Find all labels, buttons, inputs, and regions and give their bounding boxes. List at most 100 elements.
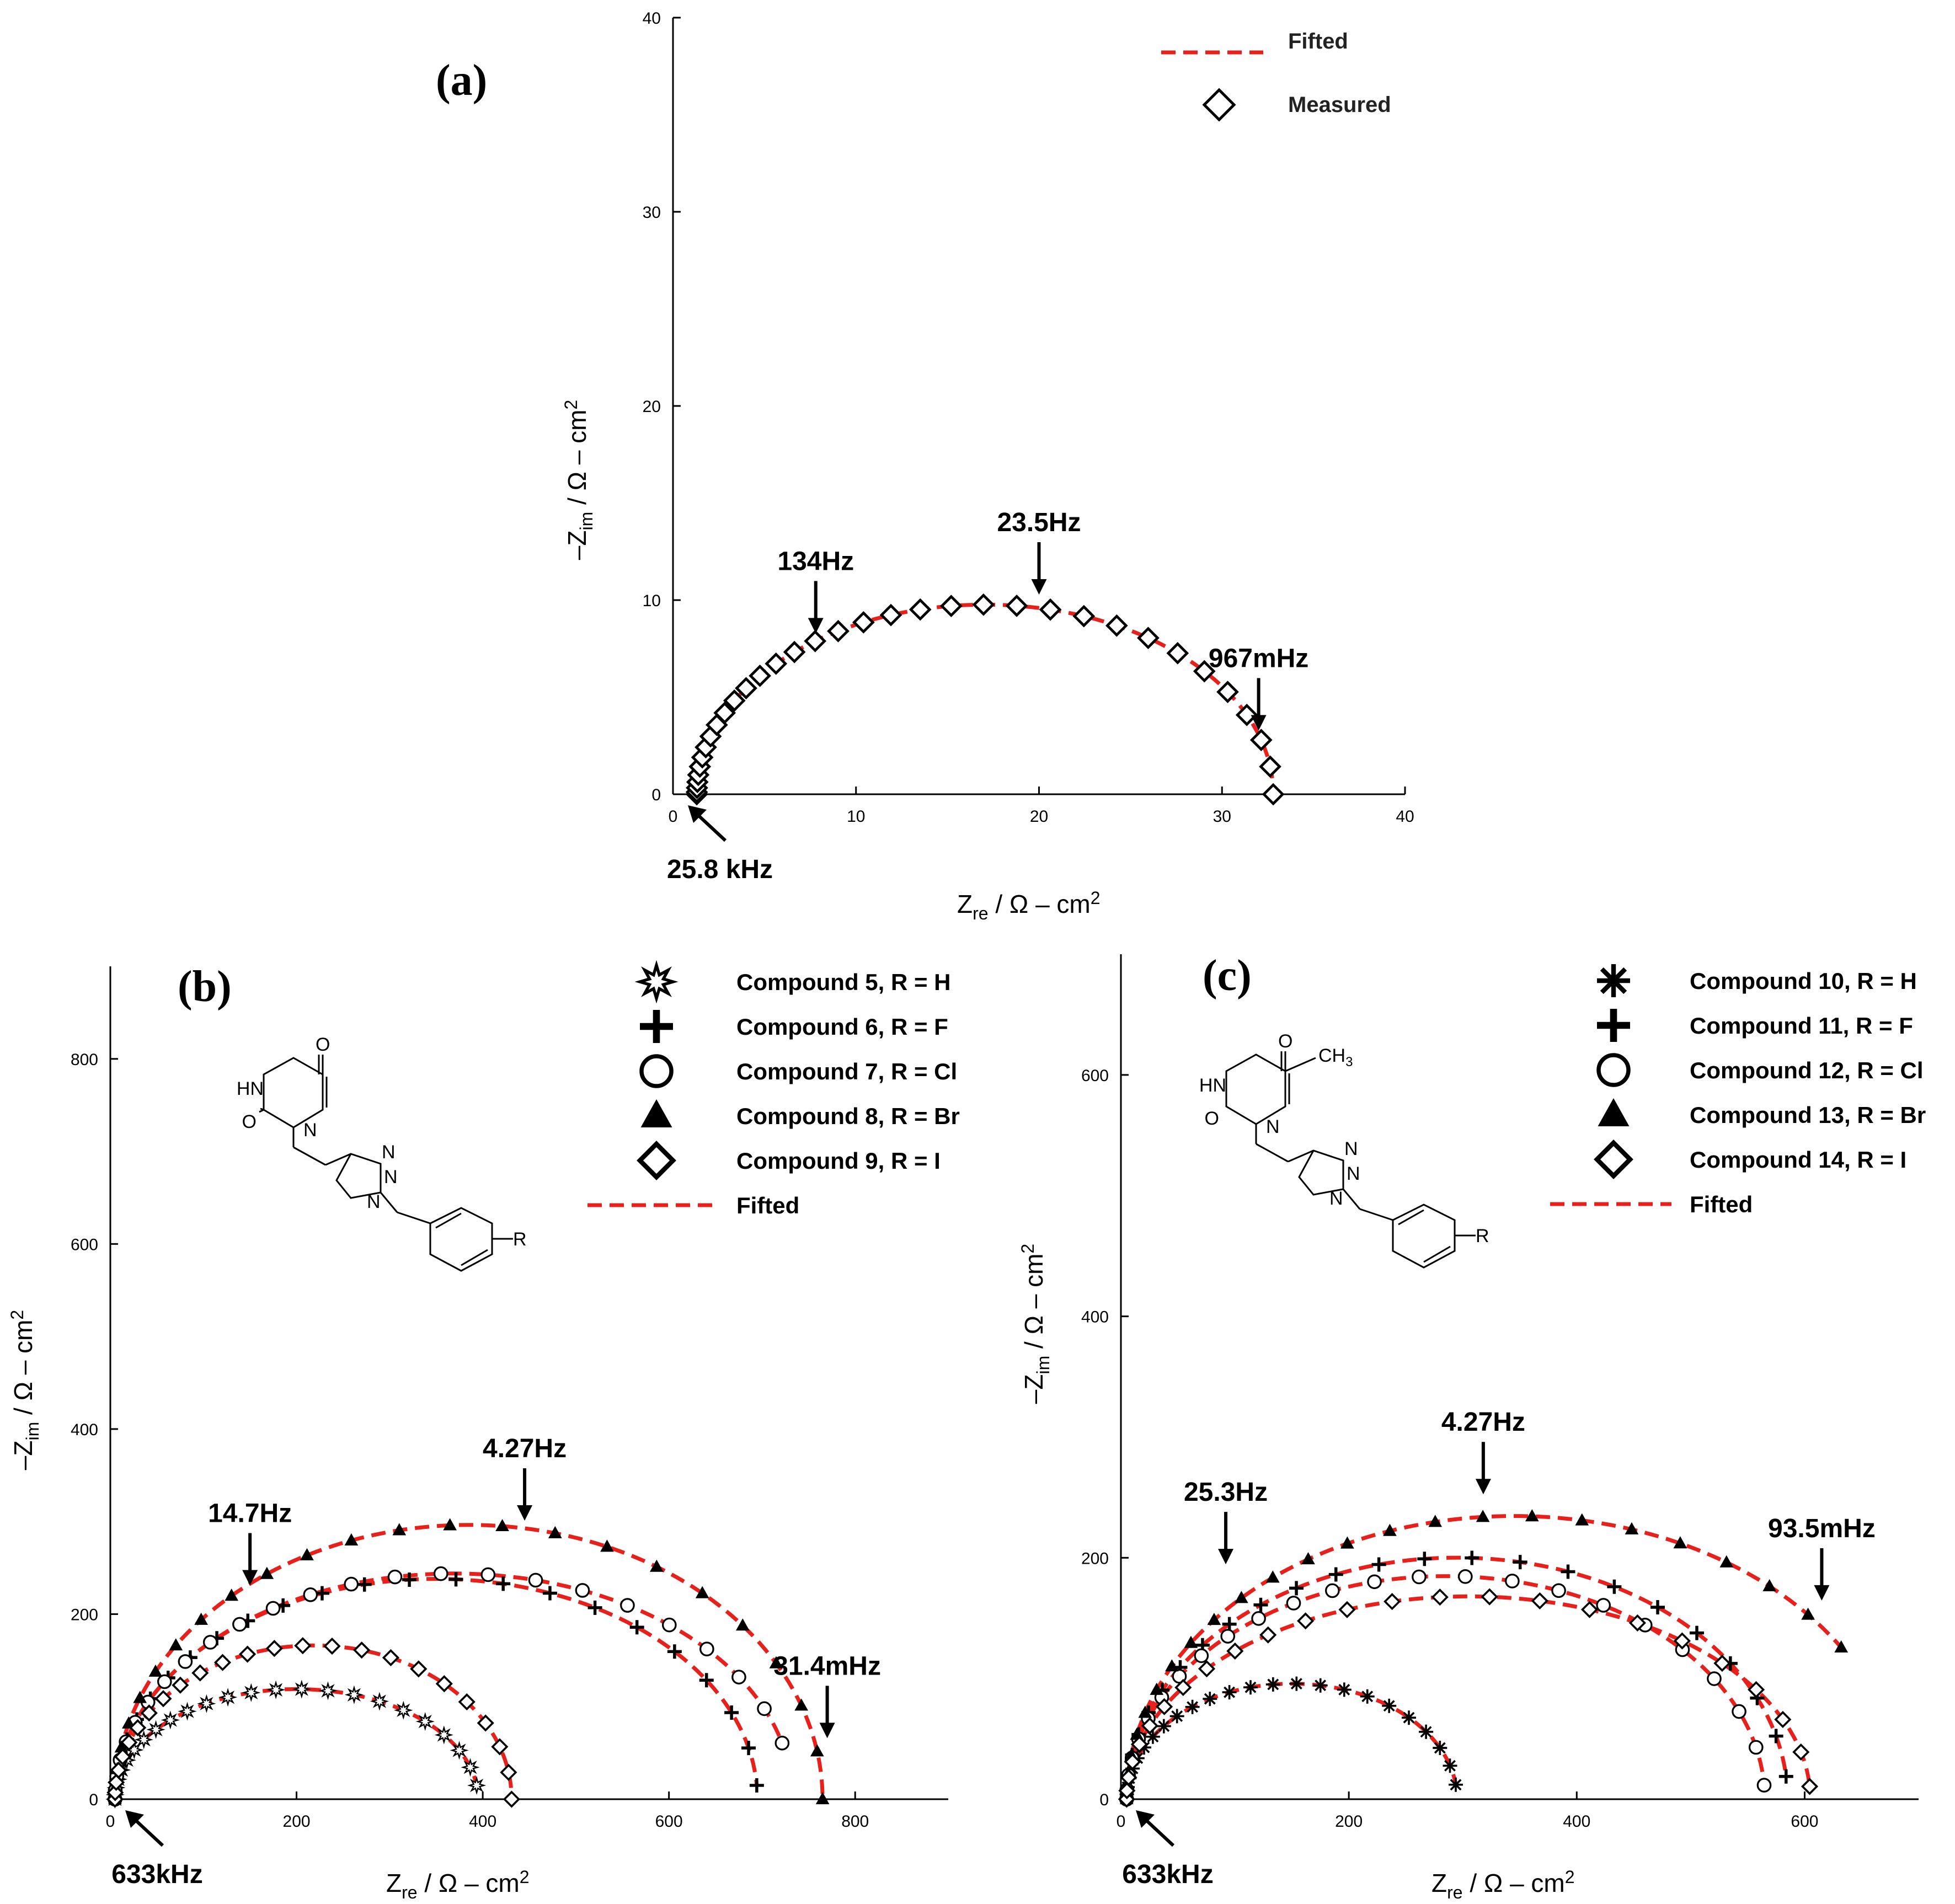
data-point-a-0-27 <box>1137 627 1160 650</box>
data-point-a-0-21 <box>939 595 963 618</box>
y-tick-label-b-0: 0 <box>89 1791 98 1809</box>
data-point-c-4-16 <box>1531 1592 1548 1609</box>
x-tick-label-b-1: 200 <box>283 1812 311 1831</box>
legend-icon-b-1 <box>640 1010 673 1043</box>
data-point-a-0-13 <box>749 664 771 687</box>
data-point-c-4-8 <box>1198 1660 1216 1678</box>
data-point-a-0-14 <box>765 652 788 675</box>
data-point-b-3-24 <box>815 1792 830 1805</box>
x-tick-label-c-3: 600 <box>1791 1812 1818 1831</box>
data-point-c-0-21 <box>1419 1724 1434 1739</box>
chemical-structure-labels-b: O HN O N N N N R <box>237 1034 527 1250</box>
data-point-c-3-22 <box>1762 1579 1777 1592</box>
data-point-b-2-20 <box>661 1617 677 1633</box>
data-point-c-1-20 <box>1689 1625 1704 1640</box>
svg-text:N: N <box>1266 1116 1280 1137</box>
data-point-c-2-14 <box>1412 1569 1427 1585</box>
data-point-a-0-23 <box>1005 594 1028 617</box>
data-point-c-3-8 <box>1184 1635 1198 1648</box>
annotation-arrowhead-a-3 <box>688 805 707 823</box>
legend-label-b-3: Compound 8, R = Br <box>736 1103 960 1129</box>
svg-text:N: N <box>1344 1138 1358 1159</box>
data-point-c-3-21 <box>1719 1555 1734 1568</box>
legend-label-b-0: Compound 5, R = H <box>736 969 951 995</box>
legend-label-c-5: Fifted <box>1690 1191 1753 1217</box>
legend-icon-b-3 <box>640 1099 672 1127</box>
data-point-b-3-13 <box>392 1523 407 1536</box>
data-point-c-3-9 <box>1207 1613 1221 1625</box>
data-point-c-2-15 <box>1457 1569 1473 1584</box>
annotation-arrowhead-b-0 <box>242 1570 258 1586</box>
data-point-b-3-16 <box>548 1526 562 1538</box>
svg-text:O: O <box>316 1034 330 1055</box>
chemical-structure-b <box>259 1055 513 1272</box>
data-point-b-4-1 <box>106 1784 124 1801</box>
frequency-annotations-c: 25.3Hz 4.27Hz 93.5mHz 633kHz <box>1122 1408 1876 1889</box>
svg-text:R: R <box>1476 1226 1489 1247</box>
data-point-c-4-22 <box>1774 1710 1792 1729</box>
svg-text:R: R <box>513 1229 527 1250</box>
annotation-arrowhead-a-2 <box>1251 715 1267 731</box>
data-point-b-4-4 <box>114 1748 131 1766</box>
data-point-c-2-23 <box>1748 1740 1764 1755</box>
data-point-c-2-18 <box>1596 1598 1611 1613</box>
annotation-arrowhead-a-1 <box>1031 579 1047 595</box>
legend-icon-b-0 <box>634 960 679 1004</box>
data-point-c-2-11 <box>1286 1596 1301 1611</box>
legend-b: Compound 5, R = H Compound 6, R = F Compou… <box>587 960 960 1218</box>
data-point-a-0-29 <box>1193 660 1216 683</box>
data-point-a-0-26 <box>1105 614 1128 637</box>
data-point-c-3-19 <box>1625 1522 1639 1534</box>
data-point-a-0-22 <box>972 593 995 616</box>
data-point-c-2-13 <box>1367 1574 1382 1590</box>
y-tick-label-c-1: 200 <box>1081 1549 1109 1568</box>
data-point-b-0-11 <box>197 1694 216 1713</box>
data-point-c-1-13 <box>1371 1557 1386 1572</box>
data-point-b-2-12 <box>303 1587 318 1602</box>
data-point-c-4-13 <box>1384 1593 1401 1611</box>
data-point-b-4-16 <box>353 1641 371 1659</box>
data-point-c-0-7 <box>1145 1729 1160 1744</box>
data-point-b-0-20 <box>415 1712 435 1731</box>
data-point-c-3-17 <box>1525 1509 1539 1522</box>
annotation-label-b-3: 633kHz <box>111 1860 202 1889</box>
annotation-label-c-3: 633kHz <box>1122 1860 1213 1889</box>
data-point-c-1-12 <box>1328 1567 1343 1582</box>
data-point-b-3-15 <box>495 1518 509 1532</box>
annotation-arrowhead-b-2 <box>819 1723 835 1739</box>
data-point-a-0-28 <box>1166 641 1189 665</box>
svg-text:O: O <box>1205 1108 1219 1129</box>
y-tick-label-b-3: 600 <box>71 1236 98 1254</box>
data-point-c-0-22 <box>1433 1741 1447 1755</box>
data-point-c-0-23 <box>1443 1758 1457 1773</box>
annotation-arrowhead-c-0 <box>1218 1549 1234 1565</box>
data-point-c-0-10 <box>1185 1699 1200 1714</box>
data-point-b-3-11 <box>300 1548 314 1560</box>
annotation-label-b-0: 14.7Hz <box>208 1499 292 1528</box>
data-point-c-1-8 <box>1195 1638 1210 1652</box>
data-point-c-1-9 <box>1222 1617 1237 1632</box>
data-point-b-2-24 <box>774 1735 790 1751</box>
data-point-b-3-18 <box>649 1559 664 1572</box>
data-point-c-2-22 <box>1732 1704 1746 1719</box>
data-point-b-0-12 <box>218 1688 238 1707</box>
y-tick-label-c-3: 600 <box>1081 1067 1109 1085</box>
svg-text:O: O <box>242 1111 257 1132</box>
data-point-b-0-16 <box>318 1681 338 1700</box>
data-point-a-0-11 <box>723 689 746 712</box>
data-point-c-3-14 <box>1383 1523 1397 1536</box>
data-point-b-4-10 <box>191 1664 209 1682</box>
data-point-c-3-11 <box>1265 1570 1280 1583</box>
data-point-c-0-18 <box>1360 1689 1375 1704</box>
data-point-c-4-14 <box>1431 1589 1449 1606</box>
legend-label-b-2: Compound 7, R = Cl <box>736 1058 957 1084</box>
panel-c: (c) 0 200 400 600 0 200 400 600 25.3Hz 4.27Hz 93.… <box>1018 951 1926 1902</box>
data-point-b-3-23 <box>810 1744 824 1757</box>
data-point-b-4-5 <box>120 1734 138 1751</box>
legend-label-fifted-a: Fifted <box>1288 29 1348 54</box>
data-point-a-0-32 <box>1249 729 1273 751</box>
data-point-b-1-12 <box>314 1586 329 1601</box>
data-point-c-3-18 <box>1575 1513 1589 1526</box>
data-point-c-0-11 <box>1203 1692 1217 1707</box>
